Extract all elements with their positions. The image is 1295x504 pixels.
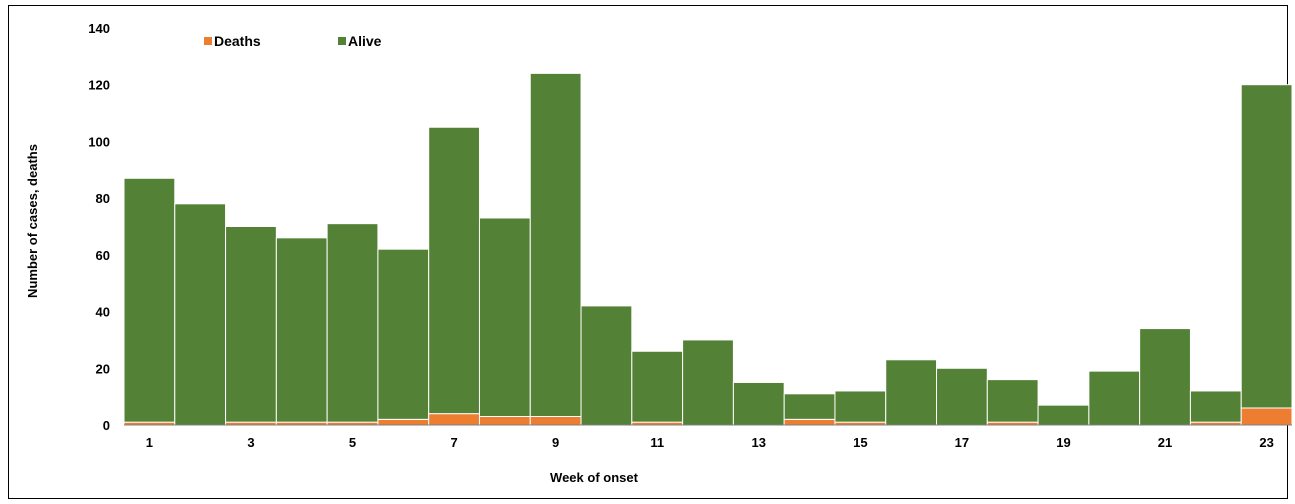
bar-alive-week-22 (1189, 390, 1242, 423)
x-axis-title: Week of onset (550, 470, 639, 485)
legend-swatch-alive (338, 37, 346, 45)
bar-alive-week-13 (732, 381, 785, 426)
bar-alive-week-7 (428, 126, 480, 415)
x-tick-label: 15 (853, 435, 867, 450)
bar-alive-week-19 (1037, 404, 1090, 426)
x-tick-label: 21 (1158, 435, 1172, 450)
x-tick-label: 9 (552, 435, 559, 450)
bar-alive-week-20 (1088, 370, 1141, 426)
bar-alive-week-14 (783, 393, 836, 420)
bar-alive-week-6 (377, 248, 430, 420)
bar-alive-week-15 (834, 390, 887, 423)
bar-alive-week-1 (123, 177, 176, 423)
x-tick-label: 3 (247, 435, 254, 450)
x-tick-label: 7 (450, 435, 457, 450)
bars-group (123, 72, 1293, 426)
bar-alive-week-21 (1139, 328, 1191, 426)
x-tick-label: 13 (752, 435, 766, 450)
bar-alive-week-3 (225, 226, 277, 423)
y-axis-ticks: 0 20 40 60 80 100 120 140 (88, 21, 110, 433)
x-tick-label: 11 (650, 435, 664, 450)
bar-deaths-week-8 (478, 415, 531, 426)
bar-alive-week-17 (936, 367, 988, 426)
y-tick-label: 100 (88, 134, 110, 149)
bar-alive-week-23 (1240, 84, 1293, 409)
legend: Deaths Alive (204, 33, 382, 49)
bar-alive-week-4 (275, 237, 328, 423)
bar-alive-week-2 (174, 203, 227, 426)
bar-deaths-week-7 (428, 413, 480, 426)
x-tick-label: 1 (146, 435, 153, 450)
x-tick-label: 5 (349, 435, 356, 450)
bar-deaths-week-14 (783, 418, 836, 426)
y-tick-label: 120 (88, 78, 110, 93)
y-axis-title: Number of cases, deaths (25, 144, 40, 298)
bar-alive-week-11 (631, 350, 684, 423)
bar-alive-week-16 (885, 359, 938, 426)
x-tick-label: 17 (955, 435, 969, 450)
x-axis-ticks: 1 3 5 7 9 11 13 15 17 19 21 23 (146, 435, 1274, 450)
bar-alive-week-5 (326, 223, 379, 423)
bar-alive-week-12 (682, 339, 734, 426)
x-tick-label: 23 (1259, 435, 1273, 450)
y-tick-label: 140 (88, 21, 110, 36)
bar-alive-week-18 (986, 379, 1039, 423)
bar-alive-week-8 (478, 217, 531, 417)
bar-alive-week-10 (580, 305, 633, 426)
x-tick-label: 19 (1056, 435, 1070, 450)
bar-deaths-week-6 (377, 418, 430, 426)
y-tick-label: 20 (96, 361, 110, 376)
bar-deaths-week-9 (529, 415, 582, 426)
legend-label-alive: Alive (348, 33, 382, 49)
y-tick-label: 40 (96, 305, 110, 320)
bar-deaths-week-23 (1240, 407, 1293, 426)
bar-alive-week-9 (529, 72, 582, 417)
legend-label-deaths: Deaths (214, 33, 261, 49)
y-tick-label: 80 (96, 191, 110, 206)
legend-swatch-deaths (204, 37, 212, 45)
y-tick-label: 0 (103, 418, 110, 433)
y-tick-label: 60 (96, 248, 110, 263)
